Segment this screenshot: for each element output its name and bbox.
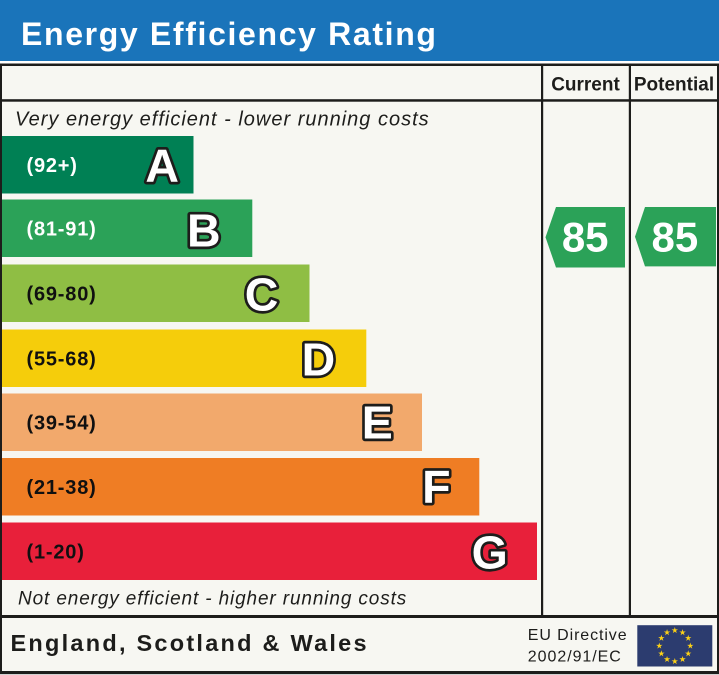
svg-text:Potential: Potential: [634, 75, 714, 96]
svg-text:85: 85: [652, 213, 699, 260]
svg-text:(81-91): (81-91): [27, 218, 97, 240]
svg-text:England, Scotland & Wales: England, Scotland & Wales: [11, 630, 369, 656]
svg-text:A: A: [145, 140, 179, 192]
svg-text:(39-54): (39-54): [27, 412, 97, 434]
svg-text:Energy Efficiency Rating: Energy Efficiency Rating: [21, 16, 438, 52]
svg-text:C: C: [245, 269, 279, 321]
svg-text:(69-80): (69-80): [27, 283, 97, 305]
svg-text:E: E: [362, 397, 393, 449]
svg-text:Current: Current: [551, 75, 620, 96]
svg-text:F: F: [422, 461, 450, 513]
svg-text:EU Directive: EU Directive: [528, 627, 628, 644]
svg-text:Very energy efficient - lower: Very energy efficient - lower running co…: [15, 109, 430, 131]
svg-text:85: 85: [562, 213, 609, 260]
svg-text:Not energy efficient - higher: Not energy efficient - higher running co…: [18, 589, 407, 610]
svg-text:G: G: [472, 526, 508, 578]
svg-text:B: B: [187, 205, 221, 257]
svg-text:(92+): (92+): [27, 155, 78, 177]
svg-text:D: D: [302, 334, 336, 386]
svg-text:(55-68): (55-68): [27, 348, 97, 370]
svg-text:(1-20): (1-20): [27, 542, 85, 564]
svg-text:2002/91/EC: 2002/91/EC: [528, 649, 622, 666]
svg-text:(21-38): (21-38): [27, 477, 97, 499]
